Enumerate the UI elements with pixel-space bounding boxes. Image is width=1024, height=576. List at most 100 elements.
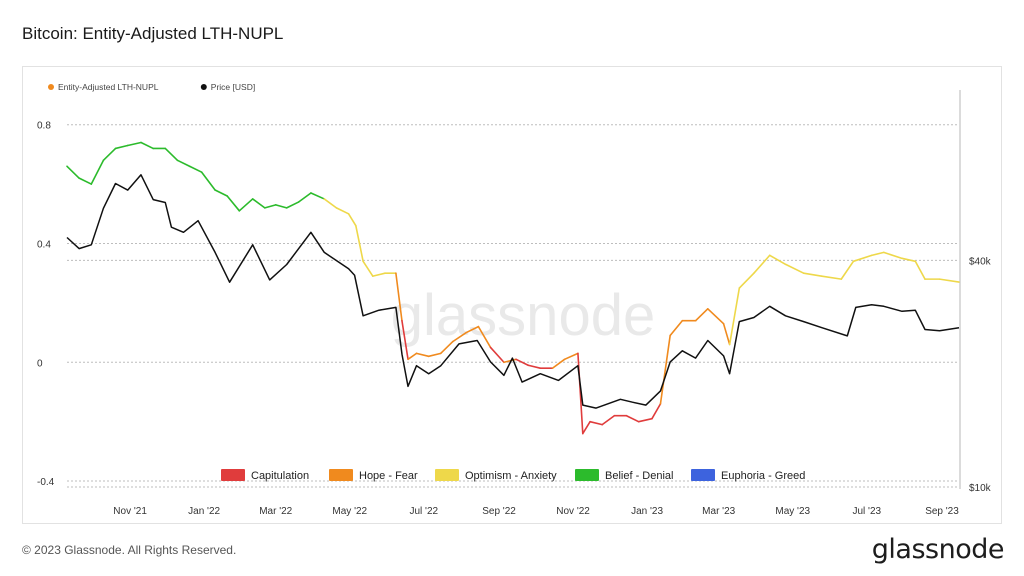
y-tick-label-left: 0	[37, 358, 43, 369]
nupl-segment	[274, 204, 288, 209]
x-tick-label: Mar '23	[702, 506, 735, 517]
nupl-segment	[362, 260, 374, 277]
y-tick-label-right: $10k	[969, 483, 992, 494]
nupl-segment	[126, 141, 142, 147]
nupl-segment	[465, 325, 480, 334]
legend-top-label: Entity-Adjusted LTH-NUPL	[58, 82, 159, 92]
copyright-footer: © 2023 Glassnode. All Rights Reserved.	[22, 543, 237, 557]
nupl-segment	[938, 278, 960, 283]
nupl-segment	[310, 192, 326, 200]
legend-top-dot	[48, 84, 54, 90]
nupl-segment	[285, 201, 300, 209]
nupl-segment	[200, 171, 216, 191]
legend-swatch	[329, 469, 353, 481]
nupl-segment	[840, 260, 855, 280]
nupl-segment	[140, 141, 154, 150]
grid-lines	[67, 124, 959, 488]
chart-svg: glassnode -0.4 0 0.4 0.8 $10k $40k Nov '21 Jan…	[37, 82, 992, 517]
legend-top: Entity-Adjusted LTH-NUPL Price [USD]	[48, 82, 255, 92]
legend-swatch	[435, 469, 459, 481]
x-tick-label: May '23	[775, 506, 810, 517]
nupl-segment	[347, 212, 357, 227]
nupl-segment	[355, 224, 364, 263]
legend-swatch	[691, 469, 715, 481]
nupl-segment	[802, 272, 823, 277]
y-tick-label-left: 0.8	[37, 121, 51, 132]
x-axis-labels: Nov '21 Jan '22 Mar '22 May '22 Jul '22 Sep '…	[113, 506, 959, 517]
nupl-segment	[452, 331, 468, 343]
chart-title: Bitcoin: Entity-Adjusted LTH-NUPL	[22, 24, 284, 43]
nupl-segment	[728, 287, 741, 346]
nupl-segment	[821, 275, 843, 280]
nupl-segment	[625, 414, 640, 423]
nupl-segment	[901, 257, 917, 263]
nupl-segment	[114, 144, 129, 150]
nupl-segment	[637, 417, 653, 423]
x-tick-label: Nov '21	[113, 506, 147, 517]
nupl-segment	[694, 308, 709, 322]
nupl-segment	[323, 198, 338, 209]
nupl-segment	[563, 352, 579, 361]
nupl-segment	[226, 195, 241, 212]
legend-swatch	[575, 469, 599, 481]
legend-bottom: Capitulation Hope - Fear Optimism - Anxiet…	[221, 469, 805, 482]
nupl-segment	[264, 204, 277, 209]
legend-swatch	[221, 469, 245, 481]
nupl-segment	[90, 159, 105, 185]
nupl-segment	[581, 420, 591, 435]
nupl-segment	[214, 189, 228, 197]
legend-label: Optimism - Anxiety	[465, 470, 557, 482]
legend-label: Capitulation	[251, 470, 309, 482]
nupl-segment	[401, 319, 409, 361]
nupl-segment	[738, 272, 755, 289]
price-series	[66, 174, 960, 409]
chart-card: glassnode -0.4 0 0.4 0.8 $10k $40k Nov '21 Jan…	[22, 66, 1002, 524]
nupl-segment	[659, 334, 671, 405]
nupl-segment	[551, 358, 566, 370]
x-tick-label: Sep '23	[925, 506, 959, 517]
x-tick-label: May '22	[332, 506, 367, 517]
x-tick-label: Mar '22	[259, 506, 292, 517]
legend-label: Euphoria - Greed	[721, 470, 805, 482]
legend-label: Belief - Denial	[605, 470, 673, 482]
nupl-segment	[477, 325, 492, 349]
nupl-segment	[589, 420, 604, 426]
watermark-text: glassnode	[391, 283, 655, 348]
nupl-segment	[870, 251, 885, 257]
nupl-segment	[852, 254, 873, 263]
nupl-segment	[238, 198, 254, 212]
nupl-segment	[527, 364, 542, 370]
nupl-segment	[784, 263, 805, 274]
y-tick-label-right: $40k	[969, 256, 992, 267]
nupl-segment	[395, 272, 403, 322]
nupl-segment	[706, 308, 725, 325]
legend-top-label: Price [USD]	[211, 82, 255, 92]
nupl-segment	[427, 352, 442, 358]
nupl-segment	[882, 251, 903, 260]
nupl-segment	[164, 147, 179, 162]
nupl-segment	[251, 198, 266, 209]
x-tick-label: Jan '23	[631, 506, 663, 517]
nupl-segment	[515, 358, 529, 367]
nupl-segment	[78, 177, 93, 185]
nupl-segment	[439, 340, 454, 355]
nupl-segment	[489, 346, 505, 364]
nupl-segment	[372, 272, 386, 277]
price-line	[66, 174, 960, 409]
nupl-segment	[722, 322, 731, 346]
nupl-segment	[914, 260, 926, 280]
nupl-segment	[753, 254, 771, 274]
nupl-segment	[407, 352, 418, 361]
glassnode-logo[interactable]: glassnode	[871, 534, 1005, 565]
nupl-segment	[66, 165, 80, 179]
nupl-segment	[176, 159, 191, 168]
y-axis-labels: -0.4 0 0.4 0.8 $10k $40k	[37, 121, 992, 494]
nupl-segment	[297, 192, 312, 203]
nupl-segment	[335, 207, 350, 215]
x-tick-label: Jan '22	[188, 506, 220, 517]
x-tick-label: Sep '22	[482, 506, 516, 517]
nupl-series	[66, 141, 960, 435]
legend-label: Hope - Fear	[359, 470, 418, 482]
y-tick-label-left: -0.4	[37, 477, 55, 488]
nupl-segment	[503, 358, 517, 364]
